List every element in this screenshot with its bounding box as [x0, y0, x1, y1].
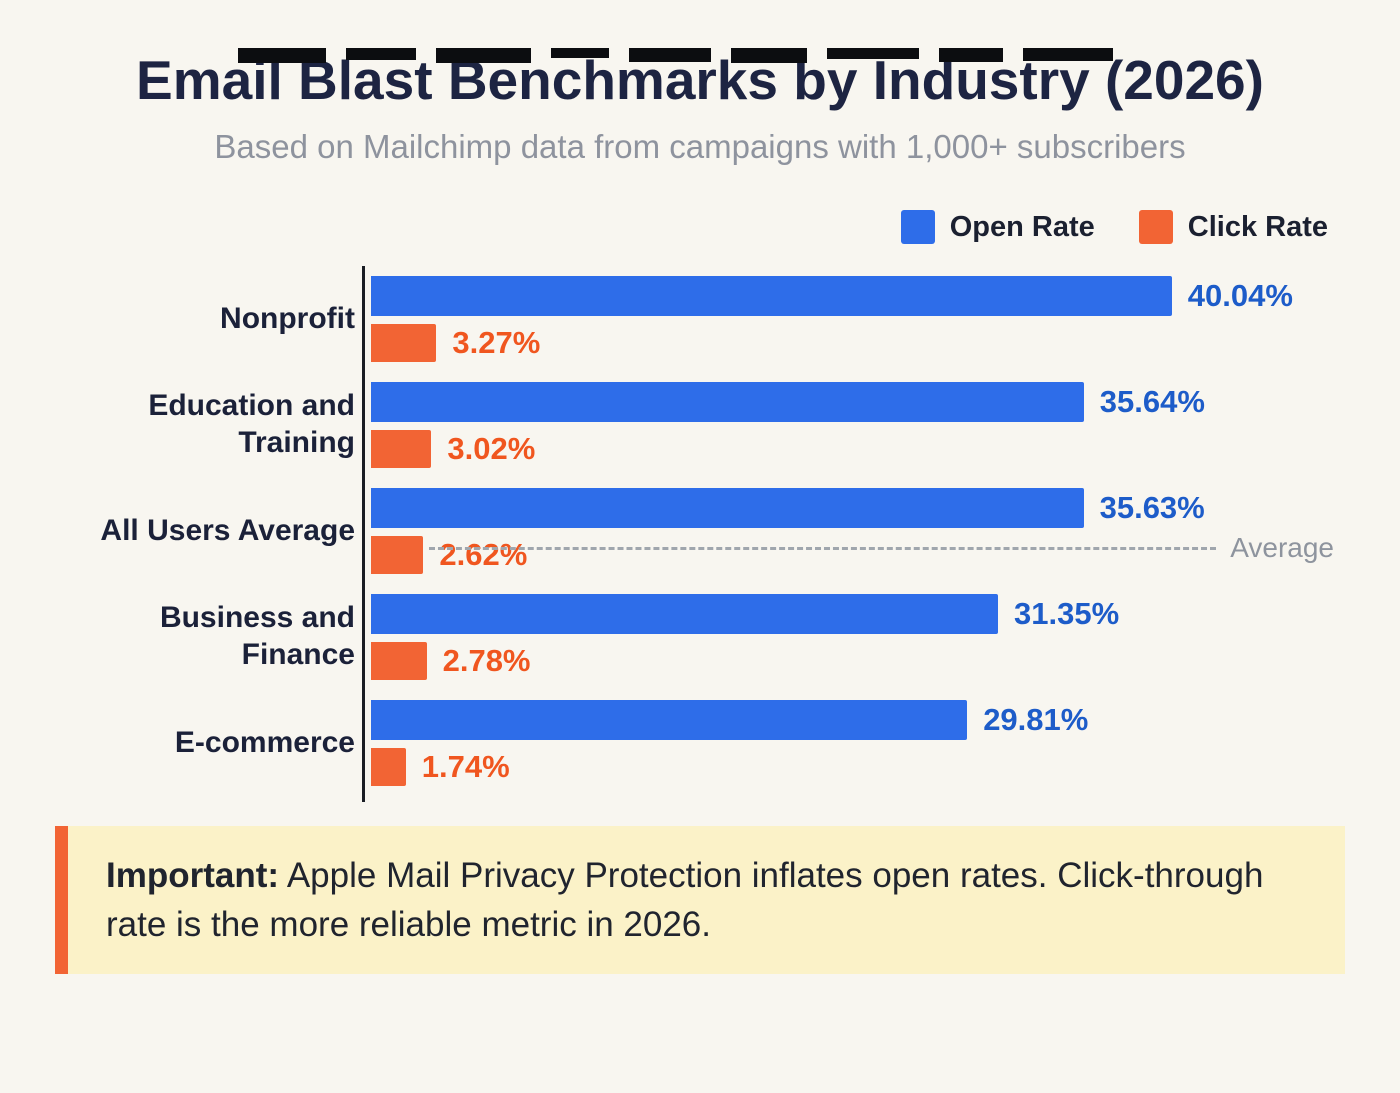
open-rate-bar — [371, 382, 1084, 422]
chart-rows: Nonprofit 40.04% 3.27% Education and Traini… — [50, 276, 1400, 786]
important-note: Important: Apple Mail Privacy Protection… — [55, 826, 1345, 974]
category-label: All Users Average — [100, 513, 355, 547]
artifact-fragment — [629, 48, 711, 62]
open-rate-value: 40.04% — [1187, 278, 1293, 313]
click-rate-bar — [371, 748, 406, 786]
chart-row-e-commerce: E-commerce 29.81% 1.74% — [50, 700, 1400, 786]
row-bars: 31.35% 2.78% — [371, 594, 1400, 680]
row-bars: 40.04% 3.27% — [371, 276, 1400, 362]
category-label: Education and Training — [148, 389, 355, 459]
artifact-fragment — [551, 48, 609, 58]
click-rate-bar — [371, 324, 437, 362]
artifact-fragment — [346, 48, 416, 60]
row-bars: 35.64% 3.02% — [371, 382, 1400, 468]
open-rate-bar-line: 40.04% — [371, 276, 1400, 316]
open-rate-bar — [371, 700, 968, 740]
artifact-fragment — [1023, 48, 1113, 61]
chart-row-education-and-training: Education and Training 35.64% 3.02% — [50, 382, 1400, 468]
row-bars: 35.63% 2.62% Average — [371, 488, 1400, 574]
note-text: Apple Mail Privacy Protection inflates o… — [106, 856, 1264, 944]
open-rate-value: 31.35% — [1014, 596, 1120, 631]
chart-legend: Open Rate Click Rate — [0, 210, 1328, 244]
artifact-fragment — [939, 48, 1003, 62]
artifact-fragment — [436, 48, 531, 63]
click-rate-bar-line: 2.78% — [371, 642, 1400, 680]
click-rate-bar — [371, 430, 432, 468]
open-rate-bar — [371, 488, 1084, 528]
open-rate-value: 35.63% — [1099, 490, 1205, 525]
bar-chart: Nonprofit 40.04% 3.27% Education and Traini… — [50, 266, 1400, 802]
note-prefix: Important: — [106, 856, 280, 895]
legend-label: Open Rate — [949, 210, 1095, 243]
cropped-text-artifact — [238, 48, 1113, 63]
open-rate-bar-line: 35.63% — [371, 488, 1400, 528]
open-rate-value: 29.81% — [983, 702, 1089, 737]
open-rate-value: 35.64% — [1099, 384, 1205, 419]
click-rate-value: 1.74% — [421, 749, 510, 784]
open-rate-bar-line: 29.81% — [371, 700, 1400, 740]
chart-row-all-users-average: All Users Average 35.63% 2.62% Average — [50, 488, 1400, 574]
click-rate-bar — [371, 642, 427, 680]
page-subtitle: Based on Mailchimp data from campaigns w… — [214, 128, 1186, 165]
legend-swatch-click-rate — [1138, 210, 1173, 244]
chart-row-nonprofit: Nonprofit 40.04% 3.27% — [50, 276, 1400, 362]
click-rate-value: 2.78% — [442, 643, 531, 678]
category-label: E-commerce — [174, 725, 355, 759]
open-rate-bar-line: 31.35% — [371, 594, 1400, 634]
click-rate-bar-line: 3.27% — [371, 324, 1400, 362]
category-label: Business and Finance — [159, 601, 355, 671]
category-label: Nonprofit — [220, 301, 355, 335]
legend-label: Click Rate — [1187, 210, 1328, 243]
y-axis-line — [362, 266, 365, 802]
artifact-fragment — [731, 48, 807, 63]
click-rate-bar-line: 2.62% — [371, 536, 1400, 574]
click-rate-bar-line: 3.02% — [371, 430, 1400, 468]
click-rate-value: 2.62% — [439, 537, 528, 572]
open-rate-bar-line: 35.64% — [371, 382, 1400, 422]
open-rate-bar — [371, 594, 998, 634]
click-rate-value: 3.02% — [447, 431, 536, 466]
artifact-fragment — [238, 48, 326, 63]
row-bars: 29.81% 1.74% — [371, 700, 1400, 786]
click-rate-bar — [371, 536, 424, 574]
legend-swatch-open-rate — [900, 210, 935, 244]
chart-row-business-and-finance: Business and Finance 31.35% 2.78% — [50, 594, 1400, 680]
artifact-fragment — [827, 48, 919, 59]
legend-item-open-rate: Open Rate — [900, 210, 1095, 244]
click-rate-bar-line: 1.74% — [371, 748, 1400, 786]
click-rate-value: 3.27% — [452, 325, 541, 360]
legend-item-click-rate: Click Rate — [1138, 210, 1328, 244]
open-rate-bar — [371, 276, 1172, 316]
